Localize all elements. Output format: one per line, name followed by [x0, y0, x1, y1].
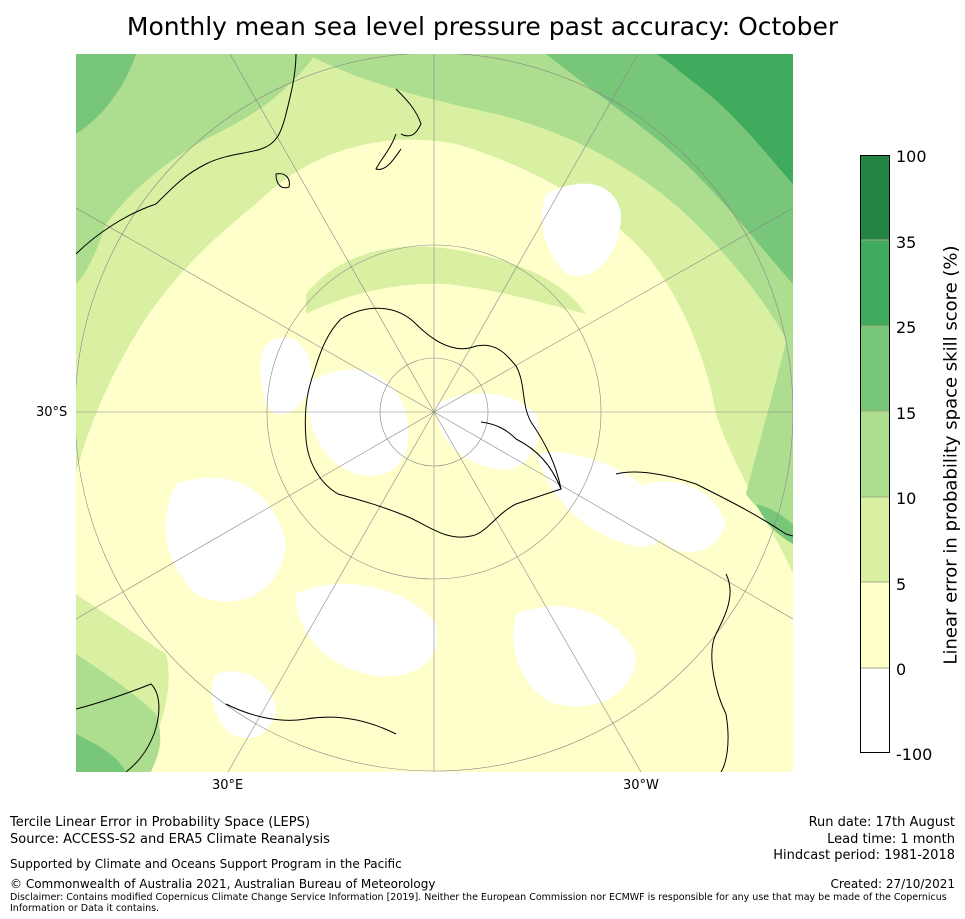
meridian-30e — [227, 411, 435, 772]
footer-disclaimer: Disclaimer: Contains modified Copernicus… — [10, 892, 947, 914]
meridian-120w — [433, 207, 793, 413]
lon-label-30w: 30°W — [623, 778, 659, 793]
region-white-4 — [165, 477, 286, 602]
region-10-15-nw — [76, 54, 316, 284]
meridian-30w — [433, 411, 642, 772]
meridian-150w — [433, 54, 639, 413]
coastlines — [76, 54, 793, 772]
colorbar-tick-neg100: -100 — [896, 745, 933, 764]
meridian-60w — [433, 411, 793, 620]
colorbar-border — [860, 155, 890, 753]
footer-source: Source: ACCESS-S2 and ERA5 Climate Reana… — [10, 832, 330, 847]
region-15-25-se — [756, 504, 793, 544]
meridian-120e — [76, 207, 435, 413]
colorbar-seg-5-10 — [860, 497, 890, 582]
footer-hindcast: Hindcast period: 1981-2018 — [773, 848, 955, 863]
region-white-9 — [644, 481, 726, 553]
meridian-150e — [229, 54, 435, 413]
colorbar-seg-15-25 — [860, 326, 890, 411]
map-svg — [76, 54, 793, 772]
meridian-60e — [76, 411, 435, 620]
colorbar-tick-25: 25 — [896, 318, 917, 337]
colorbar-seg-25-35 — [860, 240, 890, 326]
colorbar-seg-10-15 — [860, 411, 890, 497]
page-title: Monthly mean sea level pressure past acc… — [126, 12, 839, 41]
footer-run-date: Run date: 17th August — [808, 815, 955, 830]
footer-method: Tercile Linear Error in Probability Spac… — [10, 815, 310, 830]
footer-copyright: © Commonwealth of Australia 2021, Austra… — [10, 877, 436, 891]
lon-label-30e: 30°E — [212, 778, 244, 793]
region-10-15-sw — [76, 654, 161, 772]
coast-new-zealand-north — [395, 88, 422, 137]
coast-australia — [76, 54, 297, 255]
coast-antarctica — [304, 307, 562, 538]
region-white-6 — [536, 452, 669, 547]
colorbar-svg — [860, 155, 890, 753]
colorbar-tick-10: 10 — [896, 489, 917, 508]
coast-antarctic-peninsula — [480, 421, 562, 490]
colorbar-seg-35-100 — [860, 155, 890, 240]
footer-lead-time: Lead time: 1 month — [827, 832, 955, 847]
region-white-3 — [306, 369, 409, 476]
region-white-10 — [211, 671, 276, 738]
region-25-35-ne — [656, 54, 793, 184]
coast-new-zealand-south — [375, 133, 402, 170]
region-white-2 — [260, 337, 312, 415]
colorbar — [860, 155, 890, 753]
colorbar-tick-35: 35 — [896, 233, 917, 252]
region-15-25-nw — [76, 54, 136, 134]
colorbar-tick-100: 100 — [896, 147, 927, 166]
region-5-10-outer — [76, 54, 793, 574]
lat-label-30s: 30°S — [36, 405, 68, 420]
colorbar-title: Linear error in probability space skill … — [940, 245, 962, 665]
footer-created: Created: 27/10/2021 — [830, 877, 955, 891]
colorbar-tick-15: 15 — [896, 404, 917, 423]
footer-support: Supported by Climate and Oceans Support … — [10, 857, 402, 871]
region-white-7 — [296, 584, 438, 677]
coast-madagascar-area — [225, 703, 397, 735]
colorbar-tick-0: 0 — [896, 660, 907, 679]
graticule — [76, 54, 793, 772]
region-15-25-sw — [76, 734, 126, 772]
colorbar-tick-5: 5 — [896, 575, 907, 594]
coast-south-africa — [76, 683, 160, 772]
coast-south-america — [615, 471, 793, 772]
coast-tasmania — [275, 173, 290, 189]
region-10-15-e — [746, 314, 793, 534]
polar-map — [76, 54, 793, 772]
colorbar-seg-neg100-0 — [860, 668, 890, 753]
region-5-10-ring — [306, 246, 586, 314]
colorbar-seg-0-5 — [860, 582, 890, 668]
region-white-1 — [542, 183, 621, 276]
